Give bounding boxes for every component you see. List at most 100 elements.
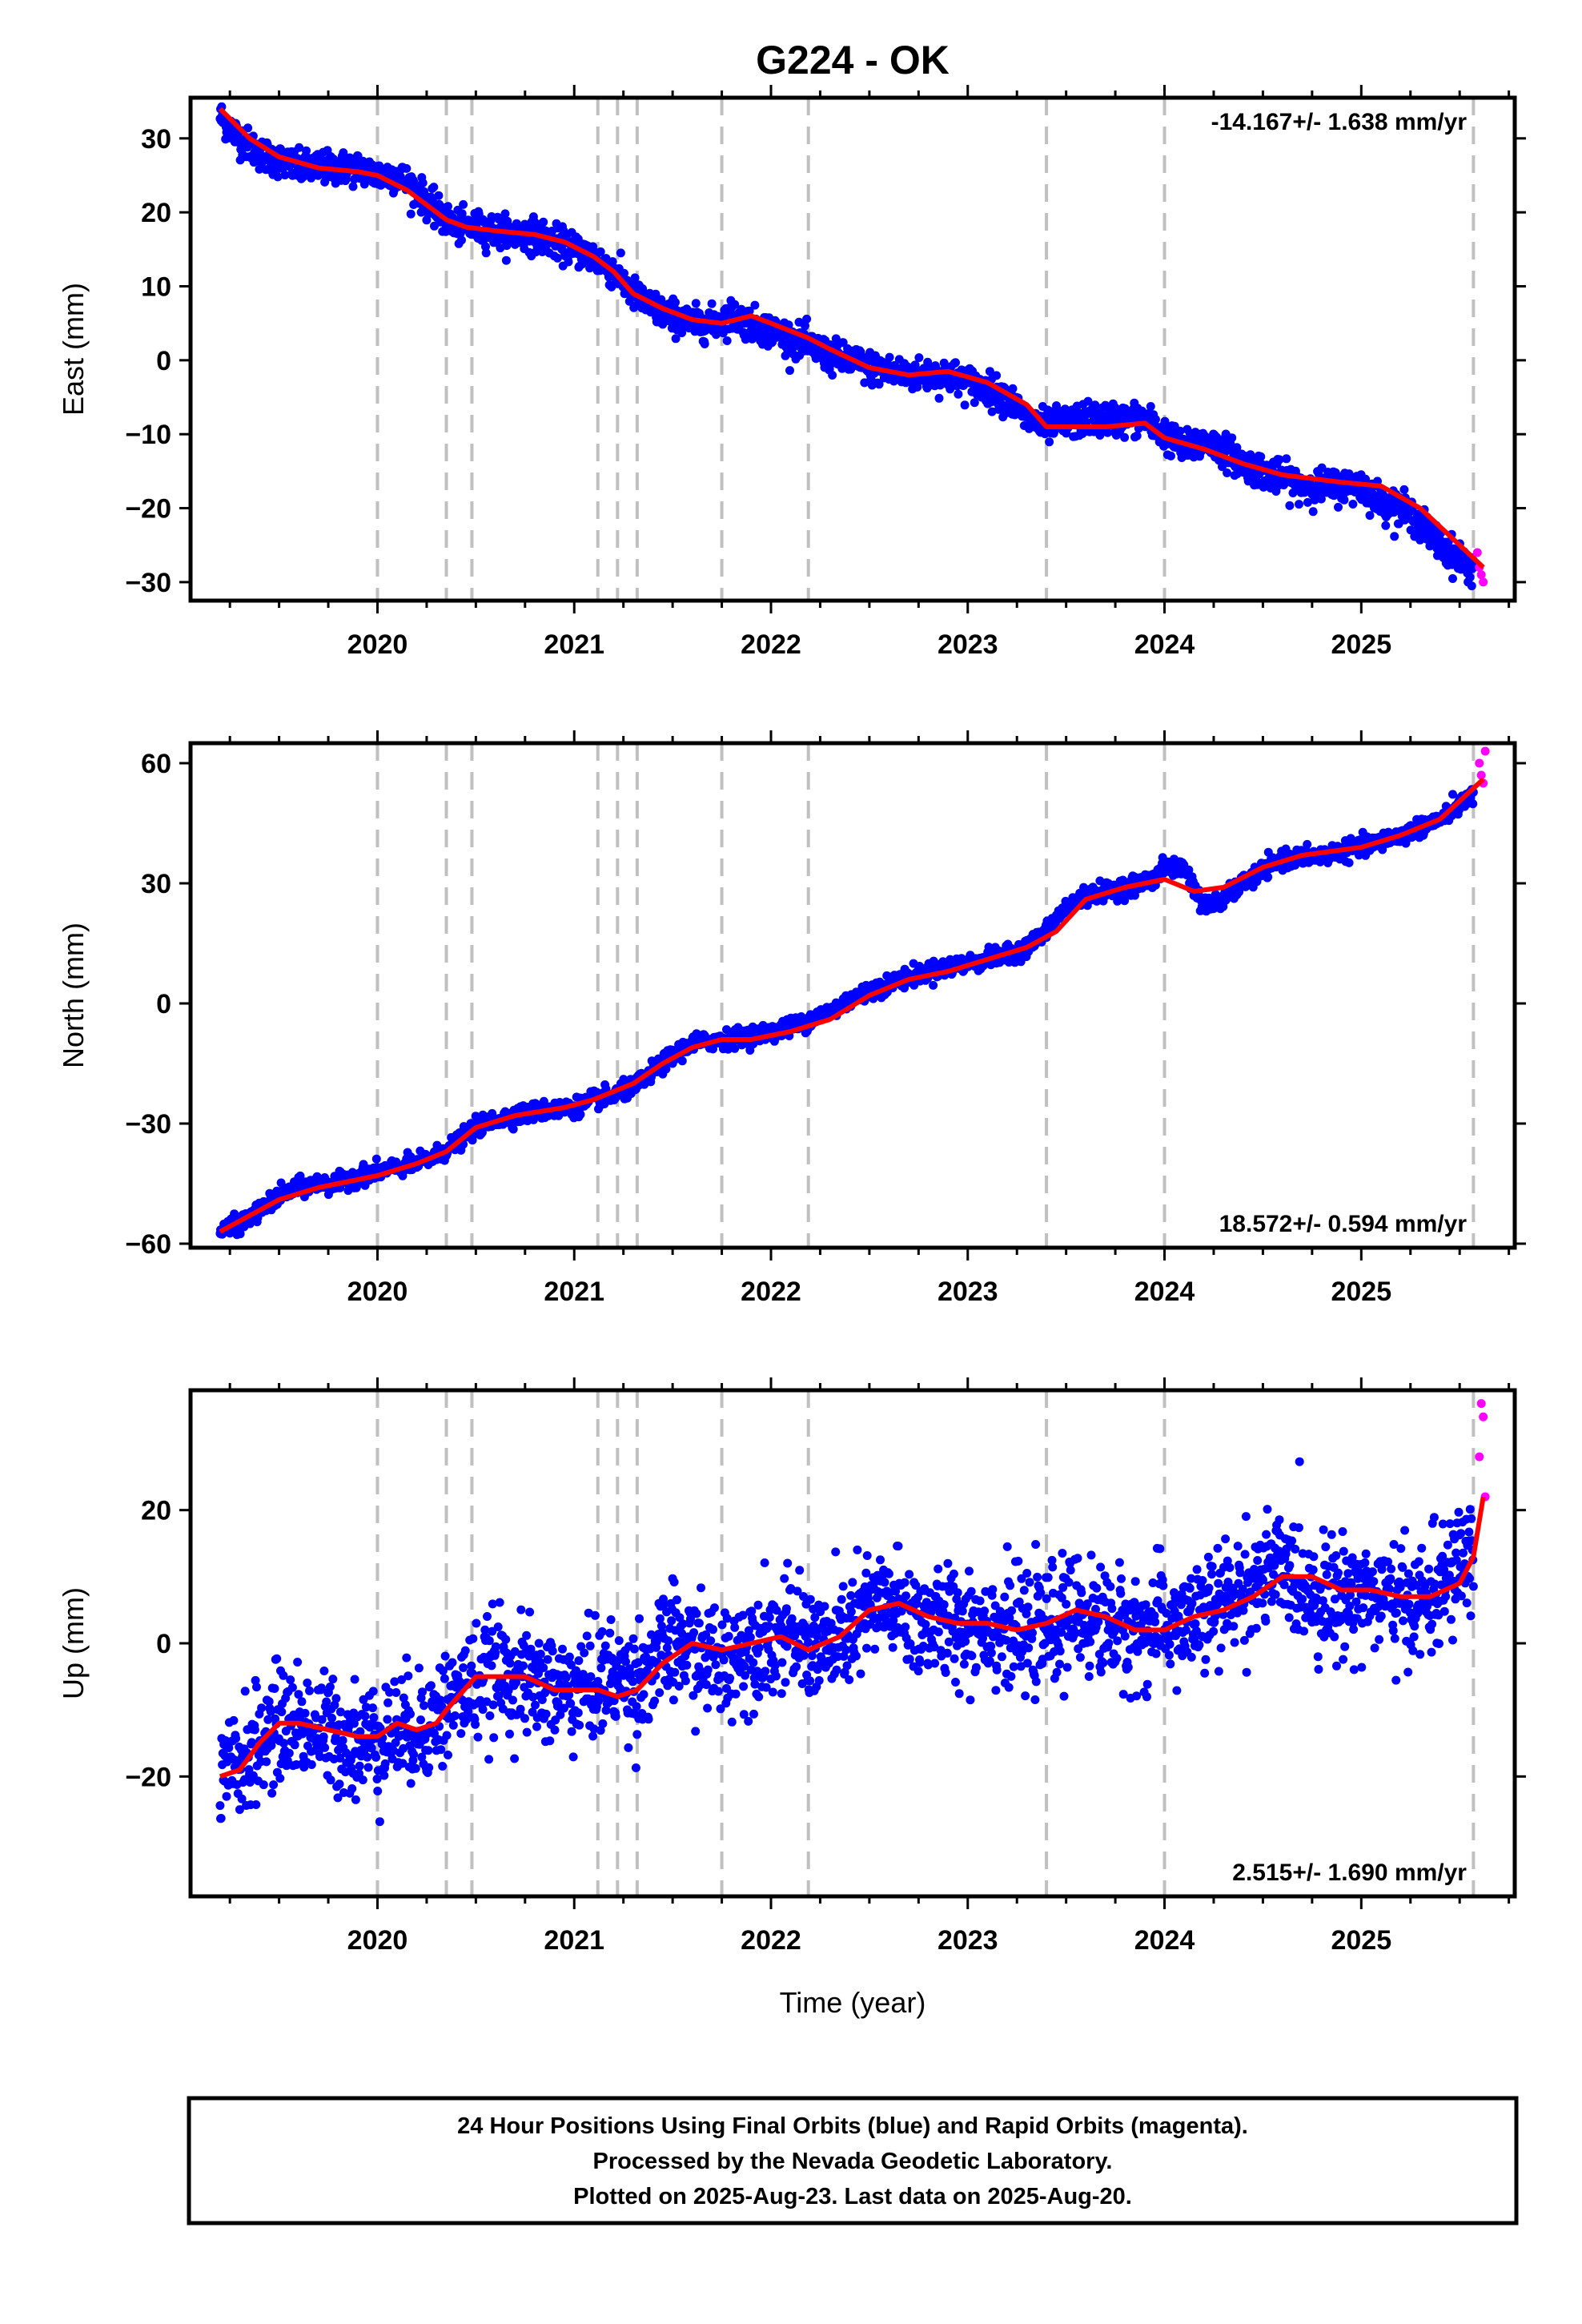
data-point xyxy=(596,247,605,256)
data-point xyxy=(275,1774,285,1783)
data-point xyxy=(722,336,732,345)
data-point xyxy=(1399,485,1409,494)
data-point xyxy=(1232,443,1242,452)
rapid-point xyxy=(1476,570,1486,580)
data-point xyxy=(1090,400,1100,410)
data-point xyxy=(222,1791,231,1801)
data-point xyxy=(1390,532,1399,541)
data-point xyxy=(231,1734,241,1743)
x-tick-label: 2024 xyxy=(1134,629,1195,660)
data-point xyxy=(552,253,562,263)
data-point xyxy=(750,300,760,310)
data-point xyxy=(1263,872,1273,882)
data-point xyxy=(277,1707,287,1717)
data-point xyxy=(297,1697,307,1707)
y-tick-label: −30 xyxy=(125,1109,171,1140)
data-point xyxy=(1295,500,1303,509)
data-point xyxy=(501,255,511,265)
data-point xyxy=(429,183,439,192)
rapid-orbits-points xyxy=(1472,548,1488,587)
data-point xyxy=(671,298,680,308)
data-point xyxy=(257,1703,267,1713)
data-point xyxy=(229,1715,239,1725)
data-point xyxy=(240,1687,250,1696)
data-point xyxy=(1344,858,1354,867)
rapid-point xyxy=(1472,548,1482,557)
x-tick-label: 2025 xyxy=(1331,1277,1391,1307)
model-line xyxy=(218,107,1485,569)
data-point xyxy=(802,314,812,324)
data-point xyxy=(860,378,869,388)
data-point xyxy=(267,1788,277,1798)
y-tick-label: 60 xyxy=(141,749,171,779)
data-point xyxy=(801,321,809,331)
x-tick-label: 2024 xyxy=(1134,1277,1195,1307)
data-point xyxy=(270,1684,279,1693)
data-point xyxy=(481,248,491,258)
rapid-point xyxy=(1480,746,1490,756)
x-tick-label: 2022 xyxy=(741,1277,801,1307)
data-point xyxy=(838,338,848,348)
data-point xyxy=(661,1064,671,1074)
data-point xyxy=(251,1800,261,1809)
data-point xyxy=(1467,581,1476,591)
final-orbits-points xyxy=(215,785,1478,1240)
data-point xyxy=(619,1075,628,1084)
data-point xyxy=(1308,507,1318,517)
x-tick-label: 2023 xyxy=(938,629,998,660)
data-point xyxy=(1175,426,1185,436)
data-point xyxy=(406,209,416,219)
data-point xyxy=(1316,494,1326,504)
data-point xyxy=(885,352,894,362)
data-point xyxy=(272,1654,282,1663)
data-point xyxy=(1120,432,1130,442)
data-point xyxy=(638,284,648,293)
data-point xyxy=(286,1675,295,1685)
data-point xyxy=(252,1683,261,1692)
velocity-rate-label: -14.167+/- 1.638 mm/yr xyxy=(1211,109,1468,135)
data-point xyxy=(305,1686,314,1695)
x-tick-label: 2020 xyxy=(347,629,408,660)
data-point xyxy=(1339,495,1349,505)
data-point xyxy=(307,173,316,183)
data-point xyxy=(402,163,412,173)
data-point xyxy=(300,1708,310,1718)
rapid-point xyxy=(1479,577,1488,587)
break-lines xyxy=(375,98,1476,601)
data-point xyxy=(280,171,290,180)
data-point xyxy=(1303,839,1312,849)
data-point xyxy=(1344,469,1354,479)
final-orbits-points xyxy=(215,102,1478,591)
data-point xyxy=(671,334,681,344)
data-point xyxy=(828,371,837,380)
x-tick-label: 2021 xyxy=(544,629,604,660)
data-point xyxy=(576,1110,585,1120)
data-point xyxy=(946,384,955,394)
data-point xyxy=(243,123,253,133)
y-tick-label: −30 xyxy=(125,568,171,598)
data-point xyxy=(418,178,428,187)
data-point xyxy=(348,182,358,191)
data-point xyxy=(1132,431,1142,440)
data-point xyxy=(954,389,963,399)
data-point xyxy=(1303,497,1312,507)
figure-title: G224 - OK xyxy=(756,38,950,82)
data-point xyxy=(913,382,922,392)
x-tick-label: 2021 xyxy=(544,1277,604,1307)
data-point xyxy=(960,400,970,410)
data-point xyxy=(303,1679,312,1687)
data-point xyxy=(992,371,1002,380)
y-tick-label: 20 xyxy=(141,198,171,228)
data-point xyxy=(287,1683,297,1692)
data-point xyxy=(831,334,841,344)
data-point xyxy=(700,340,709,348)
velocity-rate-label: 18.572+/- 0.594 mm/yr xyxy=(1219,1211,1468,1237)
data-point xyxy=(284,1748,294,1758)
data-point xyxy=(934,393,944,403)
data-point xyxy=(215,1801,225,1811)
plot-frame xyxy=(188,95,1517,603)
y-tick-label: −10 xyxy=(125,420,171,450)
